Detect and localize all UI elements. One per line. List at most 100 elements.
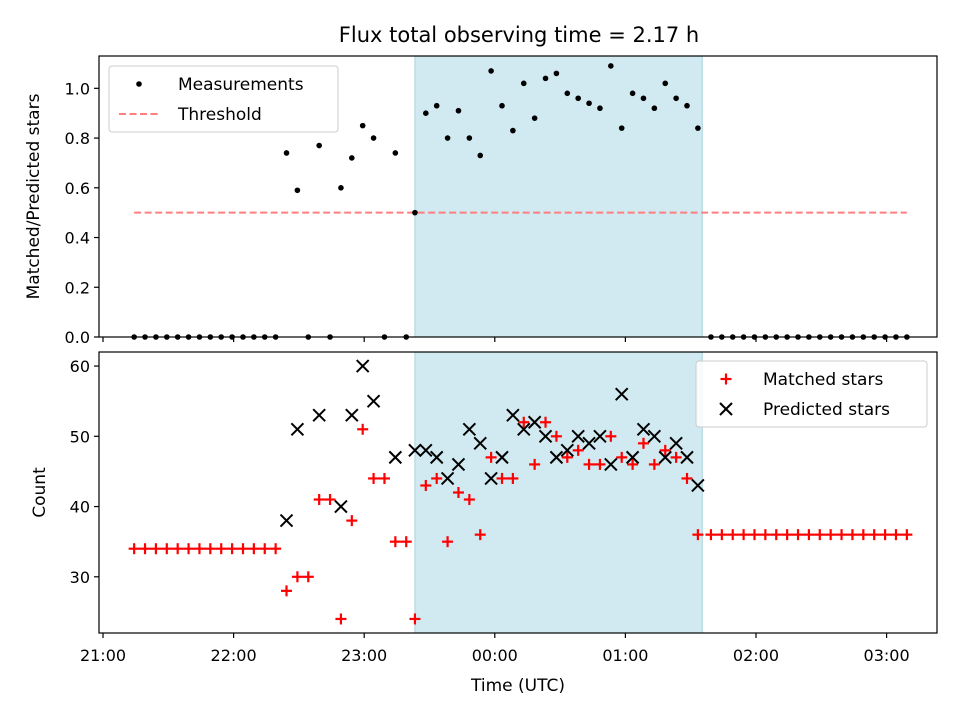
y-tick-label: 0.8 (65, 129, 90, 148)
matched-star-point (518, 416, 530, 428)
matched-star-point (442, 536, 454, 548)
y-tick-label: 0.4 (65, 229, 90, 248)
top-y-ticks: 0.0 0.2 0.4 0.6 0.8 1.0 (65, 79, 99, 347)
matched-star-point (583, 458, 595, 470)
x-tick-label: 02:00 (733, 646, 779, 665)
matched-star-point (389, 536, 401, 548)
predicted-star-point (571, 429, 585, 444)
matched-star-point (825, 529, 837, 541)
top-panel: 0.0 0.2 0.4 0.6 0.8 1.0 Matched/Predicted sta… (24, 55, 938, 347)
bottom-x-ticks: 21:00 22:00 23:00 00:00 01:00 02:00 03:00 (80, 633, 910, 665)
matched-star-point (485, 451, 497, 463)
x-stroke-b (506, 408, 520, 422)
predicted-star-point (615, 387, 629, 401)
matched-star-point (792, 529, 804, 541)
matched-star-point (727, 529, 739, 541)
predicted-star-point (290, 422, 305, 436)
matched-star-point (324, 494, 336, 506)
x-stroke-b (636, 422, 651, 436)
predicted-star-point (593, 429, 607, 444)
x-stroke-b (440, 471, 455, 486)
measurement-point (370, 135, 377, 141)
matched-star-point (291, 571, 303, 583)
measurement-point (477, 152, 484, 159)
legend-threshold-label: Threshold (177, 105, 262, 125)
measurement-point (338, 184, 344, 191)
predicted-star-point (680, 450, 694, 465)
predicted-star-point (582, 436, 596, 451)
x-stroke-b (669, 436, 683, 451)
measurement-point (575, 95, 581, 102)
matched-star-point (890, 529, 902, 541)
matched-star-point (879, 529, 891, 541)
legend-predicted-label: Predicted stars (763, 400, 890, 420)
y-tick-label: 0.2 (65, 278, 90, 297)
measurement-point (542, 75, 549, 82)
x-stroke-b (388, 450, 403, 465)
y-tick-label: 40 (70, 498, 90, 517)
measurement-point (684, 102, 690, 109)
x-tick-label: 00:00 (472, 646, 518, 665)
measurement-point (510, 127, 516, 134)
measurement-point (640, 95, 647, 102)
matched-star-point (857, 529, 869, 541)
matched-star-point (692, 529, 704, 541)
predicted-star-point (495, 450, 509, 465)
predicted-star-point (312, 408, 326, 422)
predicted-star-point (451, 457, 466, 472)
predicted-star-point (506, 408, 520, 422)
measurement-point (553, 70, 560, 77)
x-stroke-b (451, 457, 466, 472)
measurement-point (412, 209, 418, 216)
x-stroke-b (538, 429, 553, 444)
x-stroke-b (345, 408, 359, 422)
matched-star-point (781, 529, 793, 541)
matched-star-point (409, 613, 421, 625)
bottom-plot-frame (98, 351, 938, 634)
matched-stars-series (128, 416, 913, 625)
x-tick-label: 22:00 (211, 646, 257, 665)
measurement-point (349, 155, 355, 161)
x-stroke-b (419, 443, 433, 458)
x-stroke-b (647, 429, 662, 444)
x-stroke-b (312, 408, 326, 422)
top-x-ticks (102, 337, 888, 342)
matched-star-point (770, 529, 782, 541)
matched-star-point (561, 451, 573, 463)
top-plot-frame (98, 55, 938, 338)
legend-predicted-marker (719, 402, 733, 416)
matched-star-point (368, 472, 380, 484)
x-stroke-b (484, 471, 498, 486)
measurement-point (586, 100, 592, 107)
measurement-point (597, 105, 603, 112)
x-stroke-b (625, 450, 640, 465)
measurement-point (695, 125, 701, 131)
measurement-point (455, 107, 462, 114)
x-stroke-b (495, 450, 509, 465)
matched-star-point (748, 529, 760, 541)
matched-star-point (302, 571, 314, 583)
bottom-legend: Matched stars Predicted stars (695, 360, 928, 428)
bottom-y-ticks: 30 40 50 60 (70, 357, 99, 587)
matched-star-point (463, 494, 475, 506)
measurement-point (520, 80, 527, 87)
matched-star-point (431, 472, 443, 484)
matched-star-point (738, 529, 750, 541)
matched-star-point (161, 543, 173, 555)
matched-star-point (705, 529, 717, 541)
predicted-star-point (604, 457, 618, 472)
bottom-y-axis-label: Count (30, 467, 50, 518)
matched-star-point (270, 543, 282, 555)
x-stroke-b (593, 429, 607, 444)
predicted-star-point (517, 422, 531, 436)
measurement-point (444, 135, 451, 141)
x-stroke-b (279, 513, 294, 528)
predicted-star-point (625, 450, 640, 465)
matched-star-point (313, 494, 325, 506)
measurement-point (283, 150, 290, 156)
matched-star-point (420, 479, 432, 491)
predicted-star-point (334, 499, 348, 514)
predicted-star-point (408, 443, 422, 458)
x-stroke-b (615, 387, 629, 401)
y-tick-label: 0.6 (65, 179, 90, 198)
